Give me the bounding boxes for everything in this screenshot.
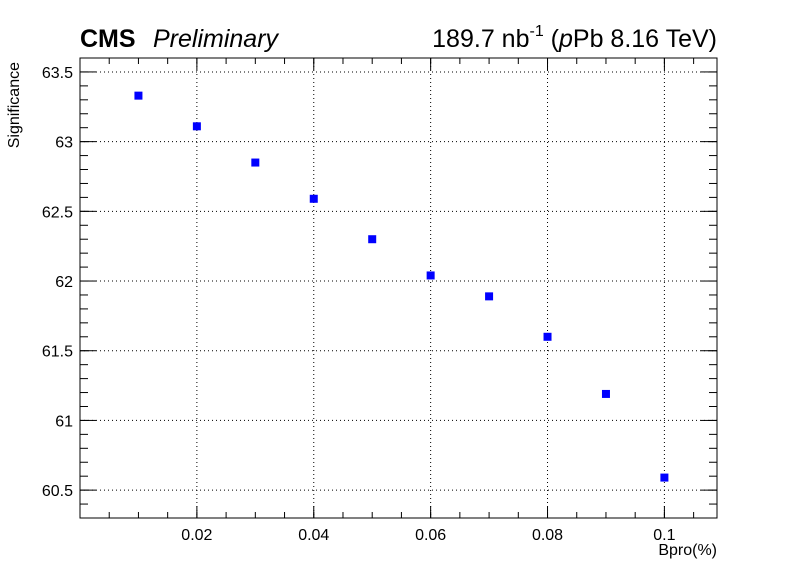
data-point (601, 389, 610, 398)
x-tick-label: 0.04 (298, 527, 329, 544)
data-point (660, 473, 669, 482)
data-point (543, 332, 552, 341)
lumi-system: Pb 8.16 TeV) (573, 25, 717, 53)
data-point (134, 91, 143, 100)
lumi-paren: ( (544, 25, 560, 53)
data-point (368, 235, 377, 244)
luminosity-label: 189.7 nb-1 (pPb 8.16 TeV) (432, 23, 717, 53)
y-tick-label: 61.5 (42, 344, 73, 361)
axis-ticks (79, 57, 717, 519)
x-tick-label: 0.02 (181, 527, 212, 544)
y-tick-label: 62.5 (42, 204, 73, 221)
lumi-value: 189.7 nb (432, 25, 529, 53)
x-axis-label: Bpro(%) (658, 542, 717, 559)
y-tick-label: 61 (55, 413, 73, 430)
preliminary-label: Preliminary (153, 25, 280, 53)
plot-frame (79, 57, 718, 519)
data-point (192, 122, 201, 131)
x-tick-label: 0.08 (532, 527, 563, 544)
data-point (426, 271, 435, 280)
data-point (309, 194, 318, 203)
data-point (485, 292, 494, 301)
lumi-p: p (558, 25, 573, 53)
y-tick-label: 60.5 (42, 483, 73, 500)
cms-label: CMS (80, 25, 136, 53)
x-tick-label: 0.1 (653, 527, 675, 544)
y-tick-label: 63 (55, 135, 73, 152)
y-axis-label: Significance (6, 62, 23, 148)
y-tick-label: 63.5 (42, 65, 73, 82)
data-point (251, 158, 260, 167)
data-points (134, 91, 669, 482)
tick-labels: 0.02 0.04 0.06 0.08 0.1 60.5 61 61.5 62 62.5 63 63.… (42, 65, 676, 544)
lumi-exponent: -1 (529, 23, 543, 40)
y-tick-label: 62 (55, 274, 73, 291)
x-tick-label: 0.06 (415, 527, 446, 544)
grid-lines (80, 58, 717, 518)
